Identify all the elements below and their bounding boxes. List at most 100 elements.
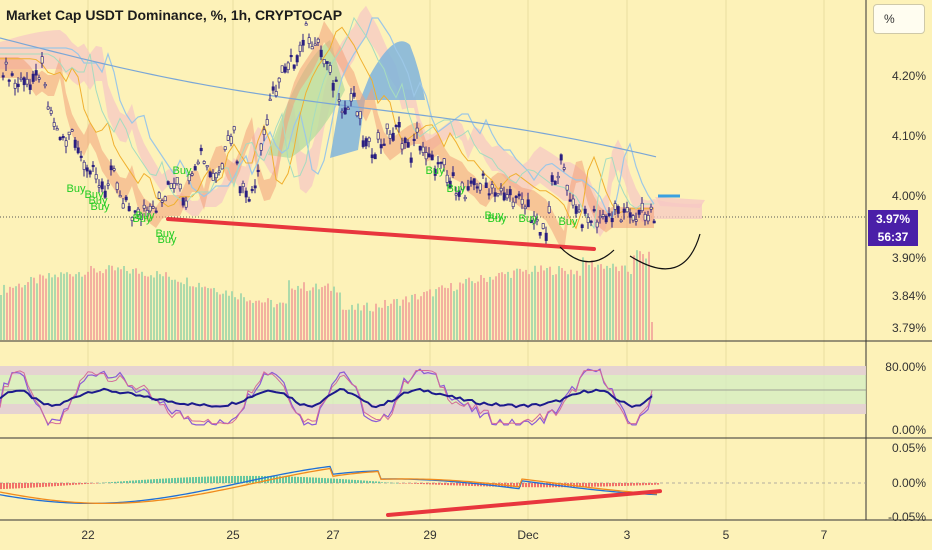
candle-body <box>22 77 26 86</box>
volume-bar <box>456 289 458 340</box>
candle-body <box>52 122 56 127</box>
volume-bar <box>51 277 53 340</box>
candle-body <box>445 174 449 183</box>
volume-bar <box>252 302 254 340</box>
candle-body <box>217 170 221 173</box>
time-tick-label: Dec <box>517 528 539 542</box>
macd-hist-bar <box>603 483 605 487</box>
macd-hist-bar <box>516 483 518 488</box>
macd-hist-bar <box>75 483 77 485</box>
macd-hist-bar <box>48 483 50 487</box>
macd-hist-bar <box>213 476 215 483</box>
volume-bars <box>0 250 653 340</box>
candle-body <box>121 203 125 209</box>
candle-body <box>175 177 179 184</box>
time-tick-label: 3 <box>623 528 631 542</box>
candle-body <box>229 136 233 144</box>
macd-hist-bar <box>615 483 617 487</box>
macd-hist-bar <box>18 483 20 489</box>
volume-bar <box>171 279 173 340</box>
oscillator-tick-label: 0.00% <box>891 423 926 437</box>
rsi-line <box>0 387 653 409</box>
macd-hist-bar <box>246 475 248 483</box>
macd-hist-bar <box>606 483 608 487</box>
chart-title: Market Cap USDT Dominance, %, 1h, CRYPTO… <box>6 7 343 23</box>
volume-bar <box>9 286 11 340</box>
volume-bar <box>219 294 221 340</box>
macd-hist-bar <box>300 476 302 483</box>
macd-hist-bar <box>537 483 539 488</box>
macd-hist-bar <box>522 483 524 488</box>
macd-hist-bar <box>366 480 368 483</box>
ma-line-orange <box>0 26 654 230</box>
candle-body <box>37 77 41 80</box>
candle-body <box>196 161 200 165</box>
volume-bar <box>300 288 302 340</box>
candle-body <box>640 202 644 211</box>
macd-hist-bar <box>627 483 629 486</box>
volume-bar <box>108 265 110 340</box>
scale-toggle-button[interactable]: % <box>873 4 925 34</box>
macd-hist-bar <box>168 478 170 483</box>
volume-bar <box>459 282 461 340</box>
volume-bar <box>453 291 455 340</box>
macd-hist-bar <box>360 480 362 483</box>
volume-bar <box>312 287 314 340</box>
candle-body <box>28 84 32 90</box>
macd-hist-bar <box>654 483 656 485</box>
macd-hist-bar <box>636 483 638 486</box>
candle-body <box>232 126 236 131</box>
macd-hist-bar <box>600 483 602 487</box>
volume-bar <box>234 297 236 340</box>
volume-bar <box>210 288 212 340</box>
macd-hist-bar <box>339 478 341 483</box>
macd-hist-bar <box>540 483 542 488</box>
candle-body <box>382 143 386 146</box>
candle-body <box>613 203 617 210</box>
macd-hist-bar <box>162 478 164 483</box>
volume-bar <box>282 302 284 340</box>
macd-hist-bar <box>69 483 71 486</box>
oversold-zone <box>0 404 866 414</box>
candle-body <box>649 206 653 210</box>
macd-hist-bar <box>414 483 416 484</box>
macd-hist-bar <box>216 476 218 483</box>
candle-body <box>49 110 53 114</box>
buy-label: Buy <box>89 195 108 207</box>
macd-hist-bar <box>429 483 431 485</box>
candle-body <box>352 92 356 97</box>
macd-hist-bar <box>528 483 530 488</box>
ma-line-blue <box>0 17 655 221</box>
macd-hist-bar <box>198 476 200 483</box>
macd-hist-bar <box>72 483 74 485</box>
volume-bar <box>342 309 344 340</box>
volume-bar <box>246 301 248 340</box>
candle-body <box>625 207 629 213</box>
volume-bar <box>396 298 398 340</box>
macd-hist-bar <box>288 476 290 483</box>
volume-bar <box>330 290 332 340</box>
volume-bar <box>567 274 569 340</box>
candle-body <box>556 175 560 179</box>
volume-bar <box>366 302 368 340</box>
candle-body <box>364 138 368 147</box>
volume-bar <box>165 272 167 340</box>
overbought-zone <box>0 366 866 375</box>
volume-bar <box>198 282 200 340</box>
volume-bar <box>570 269 572 340</box>
candle-body <box>73 139 77 148</box>
macd-hist-bar <box>33 483 35 488</box>
macd-hist-bar <box>267 476 269 483</box>
macd-hist-bar <box>648 483 650 486</box>
volume-bar <box>222 293 224 340</box>
macd-hist-bar <box>9 483 11 489</box>
macd-hist-bar <box>309 477 311 483</box>
candle-body <box>55 128 59 131</box>
volume-bar <box>291 288 293 340</box>
volume-bar <box>228 295 230 340</box>
volume-bar <box>6 292 8 340</box>
volume-bar <box>27 282 29 340</box>
volume-bar <box>186 277 188 340</box>
candle-body <box>652 220 656 224</box>
